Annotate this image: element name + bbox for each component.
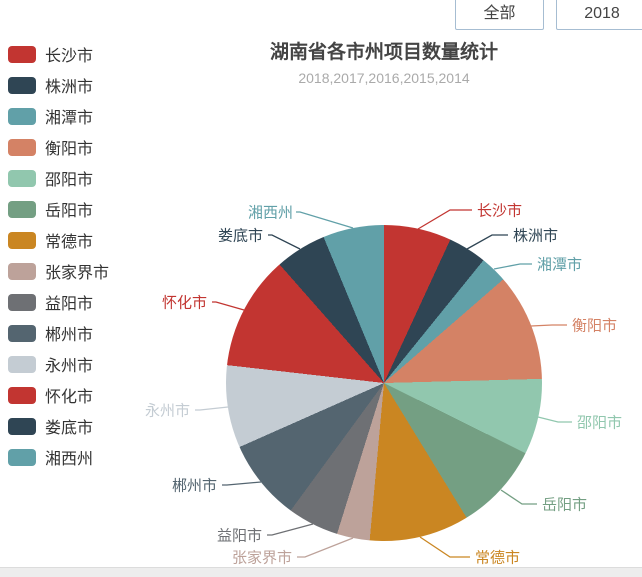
pie-slice-label: 长沙市 [477,202,523,220]
leader-line [500,489,537,505]
leader-line [222,481,262,486]
legend-label: 怀化市 [45,389,94,406]
leader-line [268,234,301,250]
legend-label: 娄底市 [45,420,94,437]
pie-slice-label: 衡阳市 [572,317,618,335]
chart-title: 湖南省各市州项目数量统计 [269,42,498,63]
leader-line [267,523,314,536]
legend-item[interactable]: 衡阳市 [8,138,94,158]
leader-line [296,211,354,229]
legend-label: 株洲市 [45,79,94,96]
legend-label: 常德市 [45,234,94,251]
title-block: 湖南省各市州项目数量统计 2018,2017,2016,2015,2014 [124,40,642,88]
filter-year-2018-button[interactable]: 2018 [556,0,642,30]
legend-label: 湘西州 [45,451,94,468]
pie-slice-label: 郴州市 [171,477,217,495]
pie-slice-label: 湘潭市 [537,256,583,274]
legend-label: 永州市 [45,358,94,375]
leader-line [297,537,354,558]
legend-swatch [8,386,36,404]
filter-all-button[interactable]: 全部 [455,0,544,30]
legend-label: 衡阳市 [45,141,94,158]
legend-swatch [8,262,36,280]
leader-line [493,263,532,270]
legend-item[interactable]: 岳阳市 [8,200,94,220]
legend-item[interactable]: 株洲市 [8,76,94,96]
pie-slice-label: 岳阳市 [542,496,588,514]
chart-subtitle: 2018,2017,2016,2015,2014 [298,70,470,86]
leader-line [195,406,229,411]
legend-item[interactable]: 益阳市 [8,293,94,313]
pie-slice-label: 娄底市 [217,227,263,245]
legend-label: 益阳市 [45,296,94,313]
legend-item[interactable]: 长沙市 [8,45,94,65]
legend-label: 长沙市 [45,48,94,65]
legend-swatch [8,76,36,94]
legend-item[interactable]: 张家界市 [8,262,110,282]
pie-slice-label: 邵阳市 [577,414,623,432]
legend-swatch [8,200,36,218]
legend-swatch [8,231,36,249]
legend-swatch [8,417,36,435]
pie-slice-label: 怀化市 [161,294,207,312]
leader-line [417,209,472,230]
leader-line [466,234,508,250]
legend-swatch [8,324,36,342]
legend-swatch [8,169,36,187]
legend-label: 邵阳市 [45,172,94,189]
legend-swatch [8,45,36,63]
legend-item[interactable]: 湘西州 [8,448,94,468]
pie-slice-label: 永州市 [144,402,190,420]
leader-line [530,324,567,327]
legend-swatch [8,448,36,466]
legend-swatch [8,138,36,156]
legend-swatch [8,355,36,373]
leader-line [419,536,470,558]
legend-item[interactable]: 娄底市 [8,417,94,437]
legend-item[interactable]: 永州市 [8,355,94,375]
footer-strip [0,567,642,577]
legend-item[interactable]: 怀化市 [8,386,94,406]
legend-item[interactable]: 郴州市 [8,324,94,344]
legend-swatch [8,107,36,125]
legend-item[interactable]: 湘潭市 [8,107,94,127]
pie-slice-label: 湘西州 [247,204,293,222]
legend-swatch [8,293,36,311]
legend-label: 岳阳市 [45,203,94,220]
legend-item[interactable]: 常德市 [8,231,94,251]
legend-label: 湘潭市 [45,110,94,127]
pie-slice-label: 常德市 [475,549,521,567]
pie-slice-label: 张家界市 [231,549,292,567]
pie-chart[interactable] [226,225,542,541]
pie-slice-label: 益阳市 [216,527,262,545]
pie-slice-label: 株洲市 [513,227,559,245]
leader-line [537,416,572,423]
legend-label: 郴州市 [45,327,94,344]
legend-label: 张家界市 [45,265,110,282]
legend-item[interactable]: 邵阳市 [8,169,94,189]
leader-line [212,301,245,311]
